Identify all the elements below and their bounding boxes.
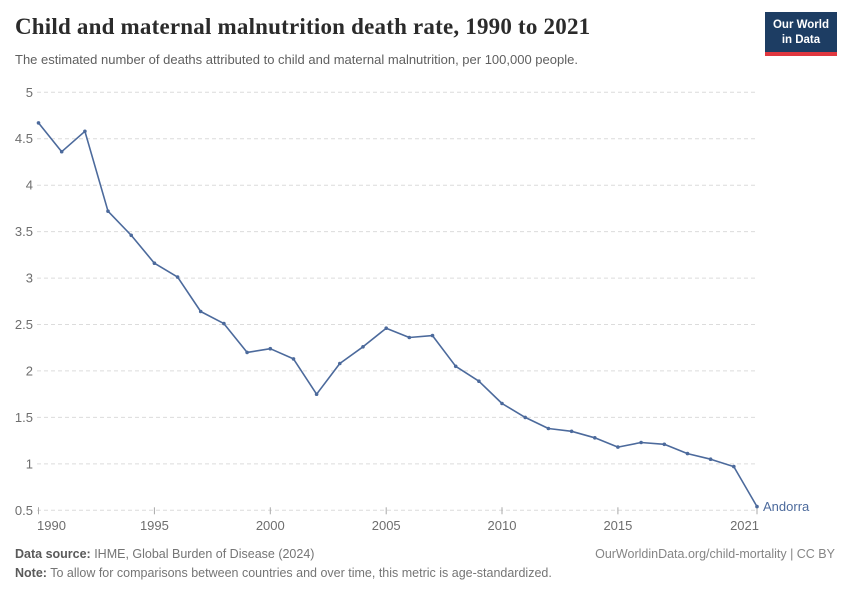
data-point	[59, 149, 64, 154]
data-point	[662, 442, 667, 447]
x-axis-label: 2000	[256, 518, 285, 533]
line-chart: 0.5 1 1.5 2 2.5 3 3.5 4 4.5 5 1990 1995 2000 2005 2010…	[15, 85, 810, 533]
data-point	[523, 415, 527, 420]
data-point	[175, 275, 180, 279]
data-point	[314, 392, 319, 397]
data-point	[708, 457, 713, 462]
y-axis-label: 5	[26, 85, 33, 100]
data-point	[755, 504, 759, 509]
y-axis-label: 1	[26, 456, 33, 471]
data-point	[361, 345, 365, 349]
data-point	[569, 429, 574, 434]
data-point	[685, 451, 690, 456]
data-point	[36, 121, 41, 125]
x-axis-label: 2005	[372, 518, 401, 533]
x-axis-label: 2021	[730, 518, 759, 533]
owid-cc-link[interactable]: OurWorldinData.org/child-mortality | CC …	[595, 547, 835, 561]
x-axis-label: 2010	[488, 518, 517, 533]
y-axis-label: 3	[26, 271, 33, 286]
chart-note: Note: To allow for comparisons between c…	[15, 566, 835, 580]
owid-logo[interactable]: Our World in Data	[764, 12, 837, 56]
note-label: Note:	[15, 566, 47, 580]
data-point	[384, 326, 389, 330]
y-axis-label: 2	[26, 363, 33, 378]
x-axis-label: 1995	[140, 518, 169, 533]
data-point	[291, 357, 296, 361]
chart-subtitle: The estimated number of deaths attribute…	[15, 52, 578, 67]
data-point	[732, 464, 736, 469]
data-source-label: Data source:	[15, 547, 91, 561]
data-point	[453, 364, 458, 369]
data-point	[245, 350, 249, 355]
data-source: Data source: IHME, Global Burden of Dise…	[15, 547, 314, 561]
data-point	[477, 379, 481, 384]
data-point	[83, 129, 87, 134]
x-axis-label: 1990	[37, 518, 66, 533]
data-point	[407, 335, 412, 340]
data-point	[639, 440, 643, 445]
data-point	[198, 309, 203, 314]
note-text: To allow for comparisons between countri…	[46, 566, 552, 580]
y-axis-label: 2.5	[15, 317, 33, 332]
y-axis-label: 4.5	[15, 131, 33, 146]
data-point	[129, 233, 133, 238]
data-point	[430, 333, 435, 338]
y-axis-label: 0.5	[15, 503, 33, 518]
x-axis-label: 2015	[603, 518, 632, 533]
data-point	[106, 209, 110, 213]
owid-logo-line2: in Data	[781, 33, 821, 46]
data-point	[616, 445, 620, 449]
data-source-text: IHME, Global Burden of Disease (2024)	[90, 547, 315, 561]
data-point	[222, 321, 226, 326]
page-title: Child and maternal malnutrition death ra…	[15, 14, 591, 39]
data-point	[500, 401, 504, 406]
data-point	[152, 261, 157, 265]
chart-footer: Data source: IHME, Global Burden of Dise…	[15, 547, 835, 580]
data-point	[338, 361, 342, 366]
data-point	[268, 346, 273, 351]
data-line-andorra	[37, 122, 758, 508]
y-axis-label: 1.5	[15, 410, 33, 425]
y-axis-label: 4	[26, 178, 33, 193]
data-point	[546, 426, 551, 431]
y-axis-label: 3.5	[15, 224, 33, 239]
entity-label-andorra: Andorra	[763, 499, 810, 514]
owid-logo-line1: Our World	[772, 19, 829, 31]
data-point	[593, 436, 597, 440]
